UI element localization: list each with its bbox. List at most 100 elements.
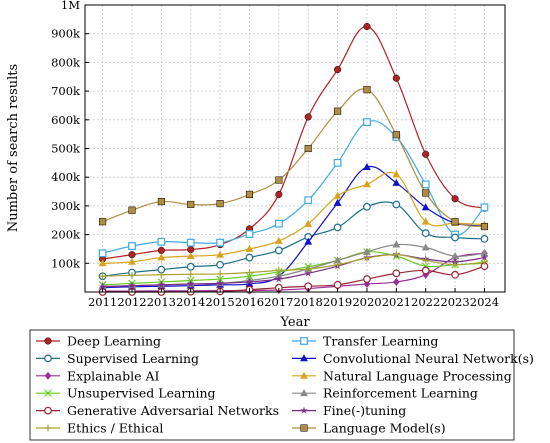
- data-point: [304, 269, 313, 277]
- data-point: [304, 144, 312, 153]
- data-point: [334, 66, 342, 74]
- data-point: [480, 235, 489, 243]
- legend-item: Unsupervised Learning: [36, 386, 216, 401]
- data-point: [186, 238, 195, 247]
- data-point: [363, 180, 371, 188]
- y-tick-label: 100k: [51, 256, 81, 270]
- data-point: [333, 256, 342, 264]
- data-point: [363, 202, 371, 211]
- data-point: [99, 218, 107, 226]
- data-point: [334, 261, 341, 269]
- data-point: [421, 266, 430, 275]
- data-point: [333, 198, 342, 206]
- series-2: [98, 200, 489, 281]
- data-point: [274, 246, 283, 255]
- y-tick-label: 400k: [51, 170, 81, 184]
- data-point: [216, 238, 225, 247]
- x-tick-label: 2015: [205, 295, 234, 309]
- data-point: [128, 257, 136, 265]
- legend-item: Natural Language Processing: [292, 368, 512, 383]
- legend-swatch-marker: [300, 371, 308, 379]
- x-tick-label: 2014: [176, 295, 205, 309]
- legend-swatch-marker: [300, 354, 308, 362]
- axis-ticks: 100k 200k 300k 400k 500k 600k 700k 800k 900k 1M 20…: [51, 0, 499, 309]
- data-point: [246, 269, 253, 276]
- y-tick-label: 500k: [51, 142, 81, 156]
- data-point: [245, 277, 254, 286]
- data-point: [157, 253, 166, 261]
- legend-swatch-marker: [44, 406, 52, 415]
- x-tick-label: 2021: [382, 295, 411, 309]
- legend-item: Deep Learning: [36, 334, 161, 349]
- data-point: [216, 250, 225, 258]
- data-point: [451, 270, 459, 279]
- data-point: [128, 272, 136, 279]
- data-point: [451, 233, 459, 242]
- x-tick-label: 2024: [470, 295, 499, 309]
- legend-label: Generative Adversarial Networks: [67, 403, 279, 418]
- data-point: [363, 86, 371, 94]
- data-point: [334, 107, 342, 115]
- legend-label: Language Model(s): [323, 421, 446, 436]
- series-3: [98, 163, 489, 291]
- data-point: [128, 242, 136, 250]
- data-point: [392, 200, 401, 209]
- data-point: [274, 236, 283, 244]
- legend-swatch-marker: [44, 337, 52, 345]
- data-point: [275, 190, 283, 198]
- data-point: [392, 269, 401, 278]
- legend-item: Supervised Learning: [36, 351, 199, 366]
- data-point: [451, 195, 459, 203]
- legend-swatch-marker: [300, 389, 308, 397]
- data-point: [245, 253, 254, 262]
- data-point: [363, 254, 371, 262]
- legend-label: Convolutional Neural Network(s): [323, 351, 534, 366]
- legend-swatch-marker: [44, 371, 52, 380]
- data-point: [363, 275, 371, 283]
- y-tick-label: 900k: [51, 27, 81, 41]
- data-point: [422, 189, 430, 197]
- data-point: [186, 252, 195, 260]
- legend-label: Supervised Learning: [67, 351, 199, 366]
- data-point: [304, 237, 313, 245]
- y-tick-label: 700k: [51, 84, 81, 98]
- data-point: [480, 249, 489, 257]
- data-point: [481, 258, 488, 266]
- x-tick-label: 2022: [411, 295, 440, 309]
- data-point: [333, 223, 342, 232]
- legend-swatch-marker: [300, 424, 308, 432]
- x-tick-label: 2017: [264, 295, 293, 309]
- legend-label: Fine(-)tuning: [323, 403, 406, 418]
- data-point: [245, 230, 254, 238]
- y-tick-label: 600k: [51, 113, 81, 127]
- data-point: [392, 170, 401, 178]
- data-point: [393, 251, 400, 258]
- series-6: [98, 248, 489, 289]
- data-point: [99, 272, 106, 280]
- x-tick-label: 2016: [235, 295, 264, 309]
- data-point: [304, 196, 313, 205]
- data-point: [157, 246, 165, 254]
- series-1: [98, 118, 489, 258]
- data-point: [480, 223, 488, 231]
- data-point: [480, 253, 489, 261]
- series-11: [99, 86, 488, 231]
- data-point: [393, 277, 400, 286]
- legend-swatch-marker: [44, 389, 52, 397]
- x-tick-label: 2018: [294, 295, 323, 309]
- data-point: [392, 178, 401, 186]
- data-point: [157, 237, 166, 246]
- legend-label: Unsupervised Learning: [67, 386, 216, 401]
- legend-item: Explainable AI: [36, 368, 160, 383]
- data-point: [216, 270, 224, 278]
- data-point: [451, 218, 459, 226]
- data-point: [274, 274, 283, 283]
- x-tick-label: 2012: [117, 295, 146, 309]
- data-point: [128, 281, 136, 289]
- y-tick-label: 1M: [61, 0, 80, 12]
- data-point: [304, 113, 312, 121]
- legend-label: Deep Learning: [67, 334, 161, 349]
- legend-swatch-marker: [44, 424, 52, 432]
- legend: Deep Learning Transfer Learning Supervised…: [29, 329, 534, 441]
- legend-label: Reinforcement Learning: [323, 386, 478, 401]
